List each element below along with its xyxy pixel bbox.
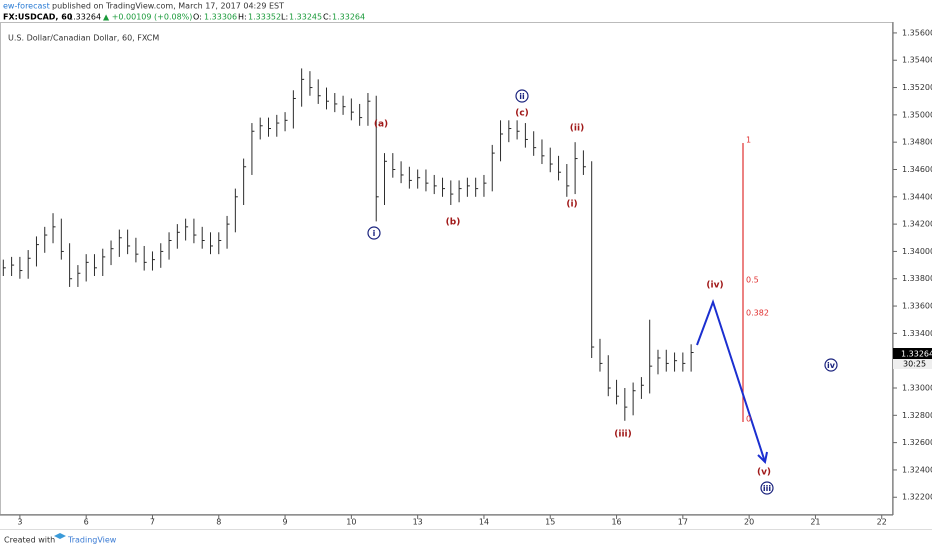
high-label: H: bbox=[238, 13, 247, 22]
y-tick-label: 1.32800 bbox=[902, 411, 932, 420]
x-tick-label: 15 bbox=[545, 518, 555, 527]
x-tick-label: 8 bbox=[216, 518, 221, 527]
y-tick-label: 1.35000 bbox=[902, 110, 932, 119]
change: ▲ +0.00109 (+0.08%) bbox=[103, 13, 192, 22]
fib-label: 0 bbox=[746, 415, 751, 424]
wave-circle bbox=[760, 481, 774, 495]
chart-title: U.S. Dollar/Canadian Dollar, 60, FXCM bbox=[8, 34, 159, 43]
y-tick-label: 1.33600 bbox=[902, 302, 932, 311]
y-tick-label: 1.33800 bbox=[902, 274, 932, 283]
high: 1.33352 bbox=[248, 13, 281, 22]
wave-label: (i) bbox=[566, 200, 577, 210]
last-price: 1.33264 bbox=[901, 350, 932, 359]
projection bbox=[696, 298, 766, 463]
wave-label: (c) bbox=[515, 109, 529, 119]
x-tick-label: 6 bbox=[84, 518, 89, 527]
wave-label: (ii) bbox=[570, 124, 584, 134]
y-tick-label: 1.34000 bbox=[902, 247, 932, 256]
y-tick-label: 1.34800 bbox=[902, 138, 932, 147]
y-tick-label: 1.34600 bbox=[902, 165, 932, 174]
close: 1.33264 bbox=[332, 13, 365, 22]
footer-brand[interactable]: TradingView bbox=[67, 536, 117, 545]
wave-label: (b) bbox=[446, 218, 461, 228]
wave-label: (a) bbox=[374, 120, 388, 130]
y-tick-label: 1.32600 bbox=[902, 438, 932, 447]
fib-label: 0.382 bbox=[746, 309, 769, 318]
projection-arrow bbox=[757, 451, 768, 465]
countdown: 30:25 bbox=[903, 360, 926, 369]
symbol: FX:USDCAD, 60 bbox=[3, 13, 73, 22]
wave-label: (iv) bbox=[706, 281, 723, 291]
wave-circle bbox=[515, 89, 529, 103]
last: 1.33264 bbox=[68, 13, 101, 22]
x-tick-label: 7 bbox=[150, 518, 155, 527]
y-tick-label: 1.34200 bbox=[902, 220, 932, 229]
y-tick-label: 1.32400 bbox=[902, 465, 932, 474]
circled-label: i bbox=[373, 229, 376, 238]
last-price-box bbox=[893, 348, 932, 359]
y-tick-label: 1.35200 bbox=[902, 83, 932, 92]
circled-label: iv bbox=[827, 361, 836, 370]
wave-label: (iii) bbox=[614, 430, 631, 440]
footer-created: Created with bbox=[4, 536, 55, 545]
low-label: L: bbox=[281, 13, 288, 22]
fib-label: 1 bbox=[746, 136, 751, 145]
y-tick-label: 1.34400 bbox=[902, 192, 932, 201]
x-tick-label: 17 bbox=[678, 518, 688, 527]
y-tick-label: 1.33400 bbox=[902, 329, 932, 338]
publisher[interactable]: ew-forecast bbox=[3, 2, 50, 11]
wave-label: (v) bbox=[757, 468, 771, 478]
open: 1.33306 bbox=[204, 13, 237, 22]
x-tick-label: 22 bbox=[877, 518, 887, 527]
y-tick-label: 1.32200 bbox=[902, 493, 932, 502]
x-tick-label: 16 bbox=[611, 518, 621, 527]
x-tick-label: 9 bbox=[283, 518, 288, 527]
x-tick-label: 21 bbox=[810, 518, 820, 527]
x-tick-label: 20 bbox=[744, 518, 754, 527]
y-tick-label: 1.35600 bbox=[902, 28, 932, 37]
x-tick-label: 14 bbox=[479, 518, 489, 527]
published: published on TradingView.com, March 17, … bbox=[52, 2, 284, 11]
y-tick-label: 1.33000 bbox=[902, 383, 932, 392]
open-label: O: bbox=[193, 13, 202, 22]
low: 1.33245 bbox=[289, 13, 322, 22]
x-tick-label: 10 bbox=[346, 518, 356, 527]
x-tick-label: 13 bbox=[413, 518, 423, 527]
y-tick-label: 1.35400 bbox=[902, 56, 932, 65]
wave-circle bbox=[367, 226, 381, 240]
countdown-box bbox=[893, 359, 932, 369]
x-tick-label: 3 bbox=[17, 518, 22, 527]
circled-label: iii bbox=[763, 484, 771, 493]
wave-circle bbox=[824, 358, 838, 372]
fib-label: 0.5 bbox=[746, 276, 759, 285]
footer-logo bbox=[54, 533, 66, 539]
circled-label: ii bbox=[519, 92, 525, 101]
close-label: C: bbox=[323, 13, 331, 22]
